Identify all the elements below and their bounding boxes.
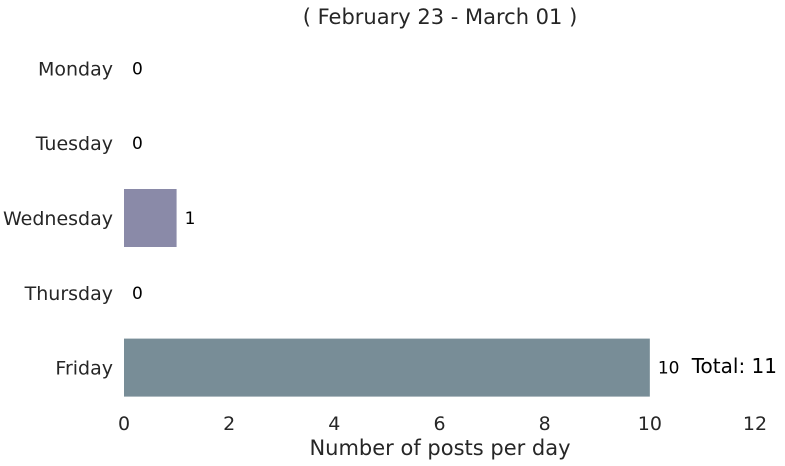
value-label-thursday: 0	[132, 284, 143, 304]
x-tick-label: 8	[539, 413, 551, 435]
x-tick-label: 6	[433, 413, 445, 435]
category-label-wednesday: Wednesday	[3, 208, 113, 230]
x-tick-label: 2	[223, 413, 235, 435]
category-label-friday: Friday	[55, 358, 113, 380]
category-label-monday: Monday	[38, 58, 113, 80]
value-label-tuesday: 0	[132, 134, 143, 154]
bar-friday	[124, 338, 650, 397]
value-label-wednesday: 1	[185, 209, 196, 229]
x-tick-label: 12	[743, 413, 767, 435]
x-tick-label: 0	[118, 413, 130, 435]
value-label-monday: 0	[132, 59, 143, 79]
value-label-friday: 10	[658, 359, 680, 379]
category-label-thursday: Thursday	[24, 283, 113, 305]
x-tick-label: 4	[328, 413, 340, 435]
category-labels: Monday Tuesday Wednesday Thursday Friday	[3, 58, 113, 379]
bar-wednesday	[124, 189, 177, 247]
x-tick-label: 10	[638, 413, 662, 435]
chart-title: ( February 23 - March 01 )	[303, 5, 578, 29]
bars-group	[124, 189, 650, 397]
category-label-tuesday: Tuesday	[35, 133, 113, 155]
total-annotation: Total: 11	[691, 354, 777, 378]
x-axis-label: Number of posts per day	[309, 436, 570, 460]
x-tick-labels: 0 2 4 6 8 10 12	[118, 413, 767, 435]
